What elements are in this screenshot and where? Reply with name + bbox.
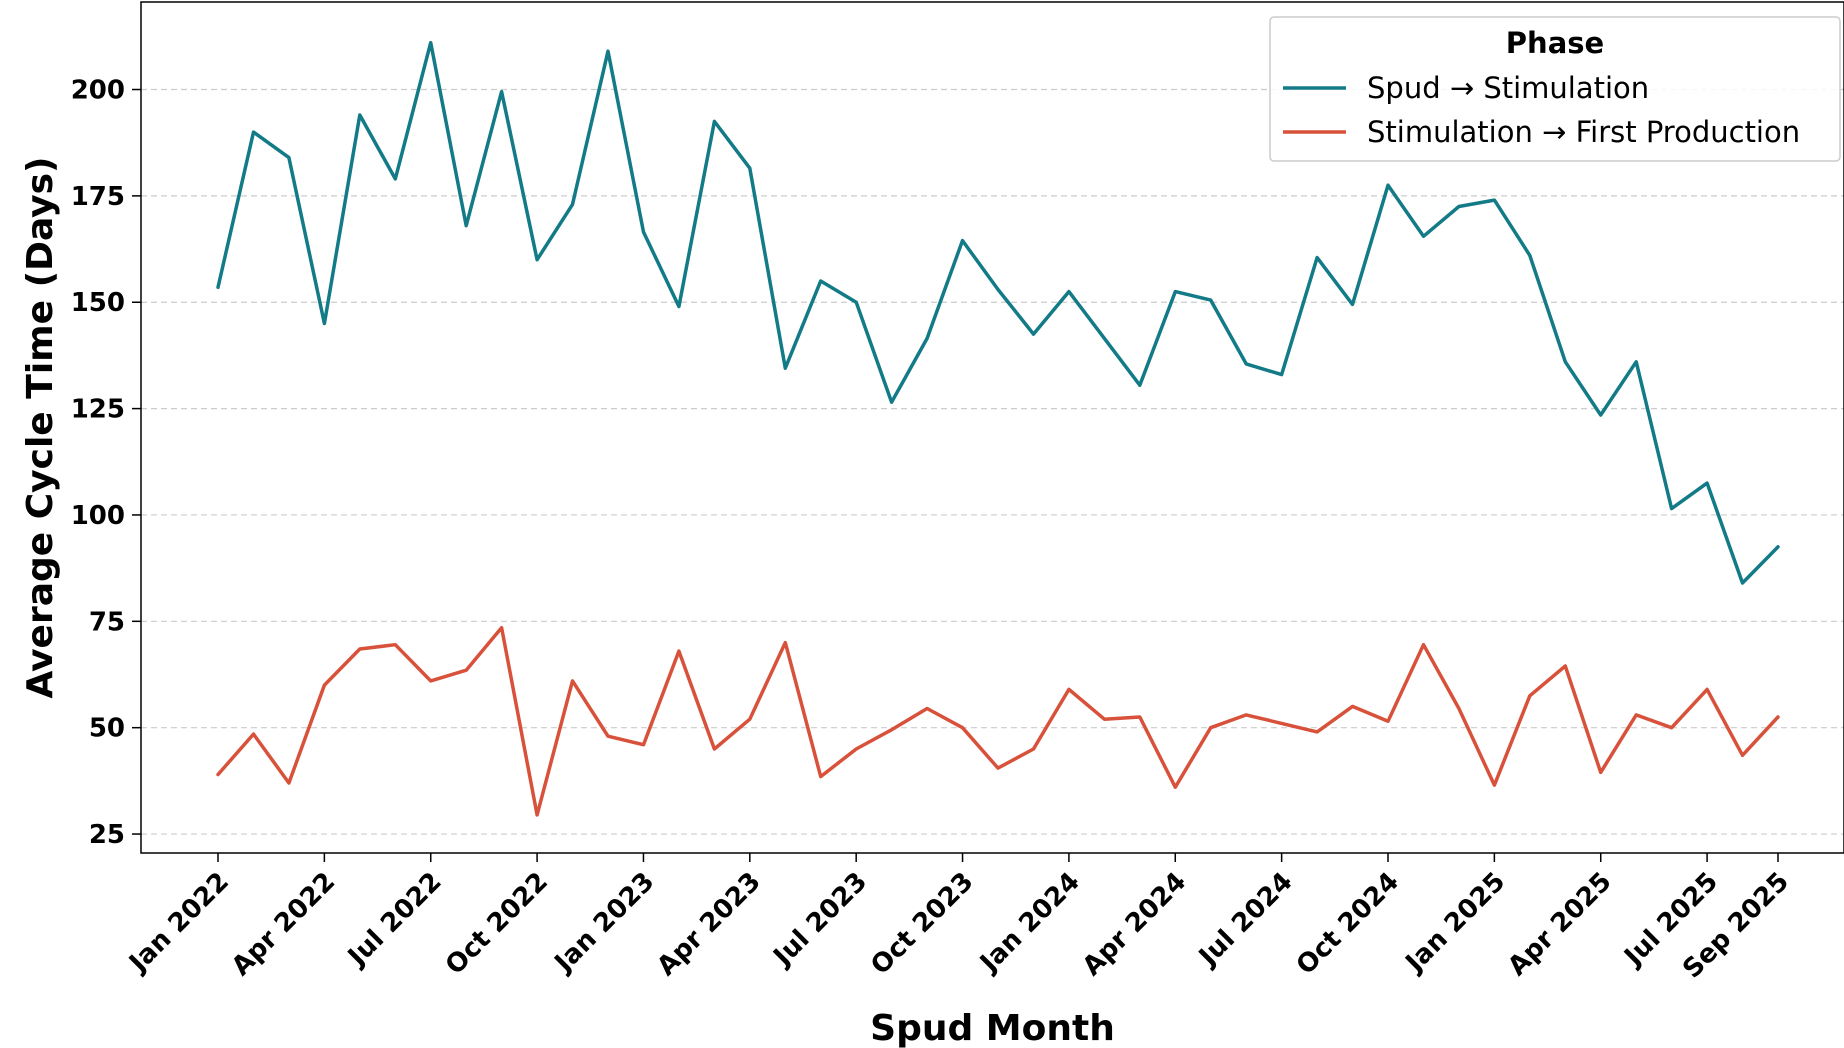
y-tick-label: 75 bbox=[89, 607, 125, 637]
x-tick-label: Apr 2024 bbox=[1077, 867, 1192, 982]
x-tick-label: Jul 2022 bbox=[341, 867, 447, 973]
y-tick-label: 100 bbox=[71, 501, 125, 531]
x-tick-label: Jan 2022 bbox=[122, 867, 235, 980]
x-tick-label: Apr 2022 bbox=[226, 867, 341, 982]
legend-label-spud-stimulation: Spud → Stimulation bbox=[1367, 71, 1649, 105]
series-line-1 bbox=[216, 625, 1780, 817]
x-tick-label: Oct 2024 bbox=[1291, 867, 1405, 981]
x-tick-label: Jan 2024 bbox=[973, 867, 1086, 980]
series-line-0 bbox=[216, 40, 1780, 585]
y-tick-label: 150 bbox=[71, 288, 125, 318]
legend-label-stimulation-first-production: Stimulation → First Production bbox=[1367, 115, 1800, 149]
x-tick-label: Oct 2023 bbox=[865, 867, 979, 981]
x-tick-label: Apr 2025 bbox=[1502, 867, 1617, 982]
y-tick-label: 175 bbox=[71, 182, 125, 212]
x-tick-label: Apr 2023 bbox=[652, 867, 767, 982]
y-tick-label: 125 bbox=[71, 395, 125, 425]
x-tick-label: Jul 2024 bbox=[1192, 867, 1298, 973]
y-tick-label: 50 bbox=[89, 714, 125, 744]
x-axis-title: Spud Month bbox=[870, 1008, 1115, 1048]
y-tick-label: 25 bbox=[89, 820, 125, 850]
legend-box bbox=[1269, 16, 1841, 162]
y-axis-title: Average Cycle Time (Days) bbox=[20, 157, 61, 699]
x-tick-label: Jan 2023 bbox=[548, 867, 661, 980]
gridlines bbox=[141, 88, 1844, 835]
y-axis: 25 50 75 100 125 150 175 200 bbox=[71, 76, 141, 850]
series-lines bbox=[216, 40, 1780, 817]
plot-frame bbox=[140, 1, 1844, 854]
x-tick-label: Jul 2023 bbox=[767, 867, 873, 973]
legend-title: Phase bbox=[1506, 26, 1604, 60]
x-tick-label: Jan 2025 bbox=[1399, 867, 1512, 980]
x-tick-label: Oct 2022 bbox=[440, 867, 554, 981]
y-tick-label: 200 bbox=[71, 76, 125, 106]
legend: Phase Spud → Stimulation Stimulation → F… bbox=[1269, 16, 1841, 162]
